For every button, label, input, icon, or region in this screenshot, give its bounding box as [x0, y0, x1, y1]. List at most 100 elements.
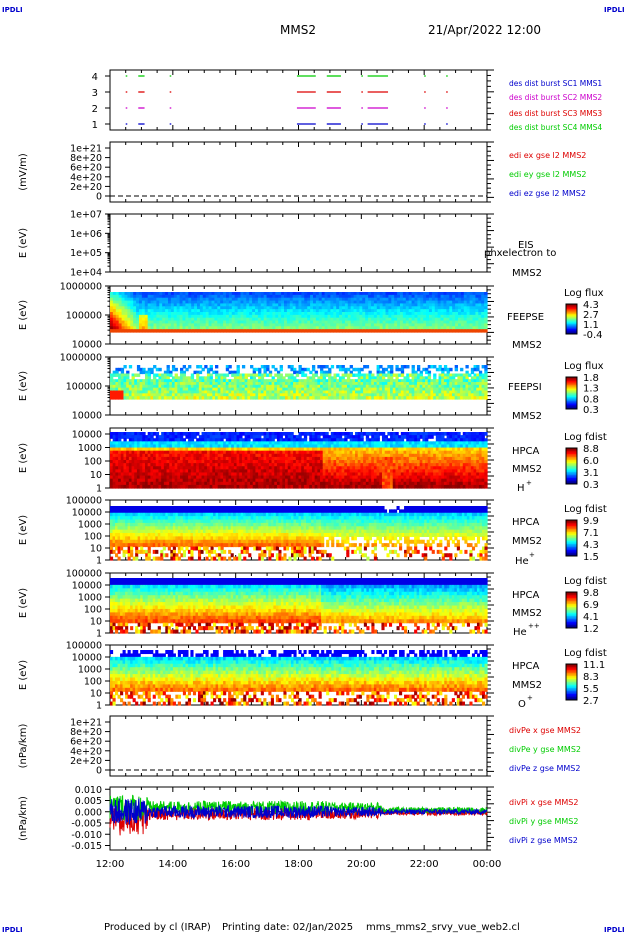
heat-cell [165, 329, 169, 333]
heat-cell [357, 376, 362, 380]
heat-cell [284, 320, 288, 325]
heat-cell [237, 329, 242, 333]
heat-cell [204, 481, 208, 486]
heat-cell [110, 326, 114, 330]
heat-cell [217, 314, 221, 319]
heat-cell [177, 379, 181, 383]
heat-cell [120, 393, 125, 397]
heat-cell [427, 384, 432, 389]
heat-cell [402, 309, 407, 313]
heat-cell [193, 456, 197, 461]
heat-cell [166, 441, 170, 446]
heat-cell [427, 373, 432, 377]
heat-cell [110, 382, 114, 386]
heat-cell [241, 432, 246, 436]
heat-cell [139, 300, 143, 305]
heat-cell [204, 469, 208, 474]
heat-cell [161, 481, 165, 486]
heat-cell [408, 326, 413, 330]
heat-cell [155, 382, 160, 386]
heat-cell [457, 373, 461, 377]
heat-cell [287, 453, 292, 458]
heat-cell [131, 373, 135, 377]
heat-cell [309, 393, 313, 397]
heat-cell [163, 456, 168, 461]
heat-cell [244, 390, 248, 394]
heat-cell [311, 382, 316, 386]
heat-cell [281, 297, 285, 302]
heat-cell [327, 309, 331, 313]
heat-cell [385, 312, 389, 316]
heat-cell [466, 329, 471, 333]
heat-cell [310, 329, 314, 333]
heat-cell [223, 466, 227, 470]
heat-cell [278, 300, 282, 305]
heat-cell [212, 466, 216, 470]
heat-cell [155, 379, 160, 383]
heat-cell [223, 314, 227, 319]
heat-cell [425, 384, 429, 389]
heat-cell [161, 441, 165, 446]
heat-cell [342, 323, 346, 327]
heat-cell [118, 466, 122, 470]
heat-cell [244, 432, 248, 436]
heat-cell [443, 387, 448, 392]
heat-cell [214, 320, 218, 325]
heat-cell [215, 484, 219, 489]
heat-cell [341, 390, 345, 394]
heat-cell [286, 312, 291, 316]
heat-cell [215, 447, 219, 452]
heat-cell [438, 393, 442, 397]
heat-cell [460, 382, 464, 386]
heat-cell [449, 393, 453, 397]
heat-cell [371, 396, 375, 400]
heat-cell [176, 292, 181, 296]
heat-cell [197, 309, 201, 313]
heat-cell [260, 387, 265, 392]
heat-cell [476, 384, 480, 389]
heat-cell [244, 387, 248, 392]
heat-cell [355, 390, 359, 394]
heat-cell [258, 379, 262, 383]
heat-cell [344, 329, 349, 333]
heat-cell [197, 294, 201, 299]
heat-cell [484, 365, 488, 369]
heat-cell [225, 450, 230, 455]
heat-cell [373, 292, 378, 296]
heat-cell [455, 323, 459, 327]
heat-cell [462, 396, 467, 400]
heat-cell [147, 387, 151, 392]
heat-cell [244, 441, 248, 446]
heat-cell [290, 387, 294, 392]
heat-cell [249, 326, 253, 330]
heat-cell [171, 393, 176, 397]
heat-cell [330, 306, 334, 310]
heat-cell [228, 450, 232, 455]
heat-cell [145, 376, 149, 380]
heat-cell [179, 300, 184, 305]
heat-cell [206, 382, 211, 386]
heat-cell [385, 303, 389, 307]
heat-cell [276, 396, 281, 400]
heat-cell [282, 475, 286, 480]
heat-cell [240, 312, 244, 316]
heat-cell [315, 306, 320, 310]
heat-cell [306, 396, 310, 400]
heat-cell [127, 317, 131, 322]
heat-cell [139, 393, 143, 397]
heat-cell [194, 297, 198, 302]
heat-cell [472, 303, 476, 307]
heat-cell [110, 432, 114, 436]
heat-cell [241, 382, 246, 386]
heat-cell [220, 292, 224, 296]
heat-cell [379, 329, 384, 333]
heat-cell [437, 303, 442, 307]
heat-cell [390, 379, 394, 383]
heat-cell [368, 297, 372, 302]
heat-cell [287, 466, 292, 470]
heat-cell [153, 463, 157, 467]
heat-cell [194, 294, 198, 299]
heat-cell [185, 303, 189, 307]
heat-cell [169, 387, 173, 392]
heat-cell [241, 373, 246, 377]
